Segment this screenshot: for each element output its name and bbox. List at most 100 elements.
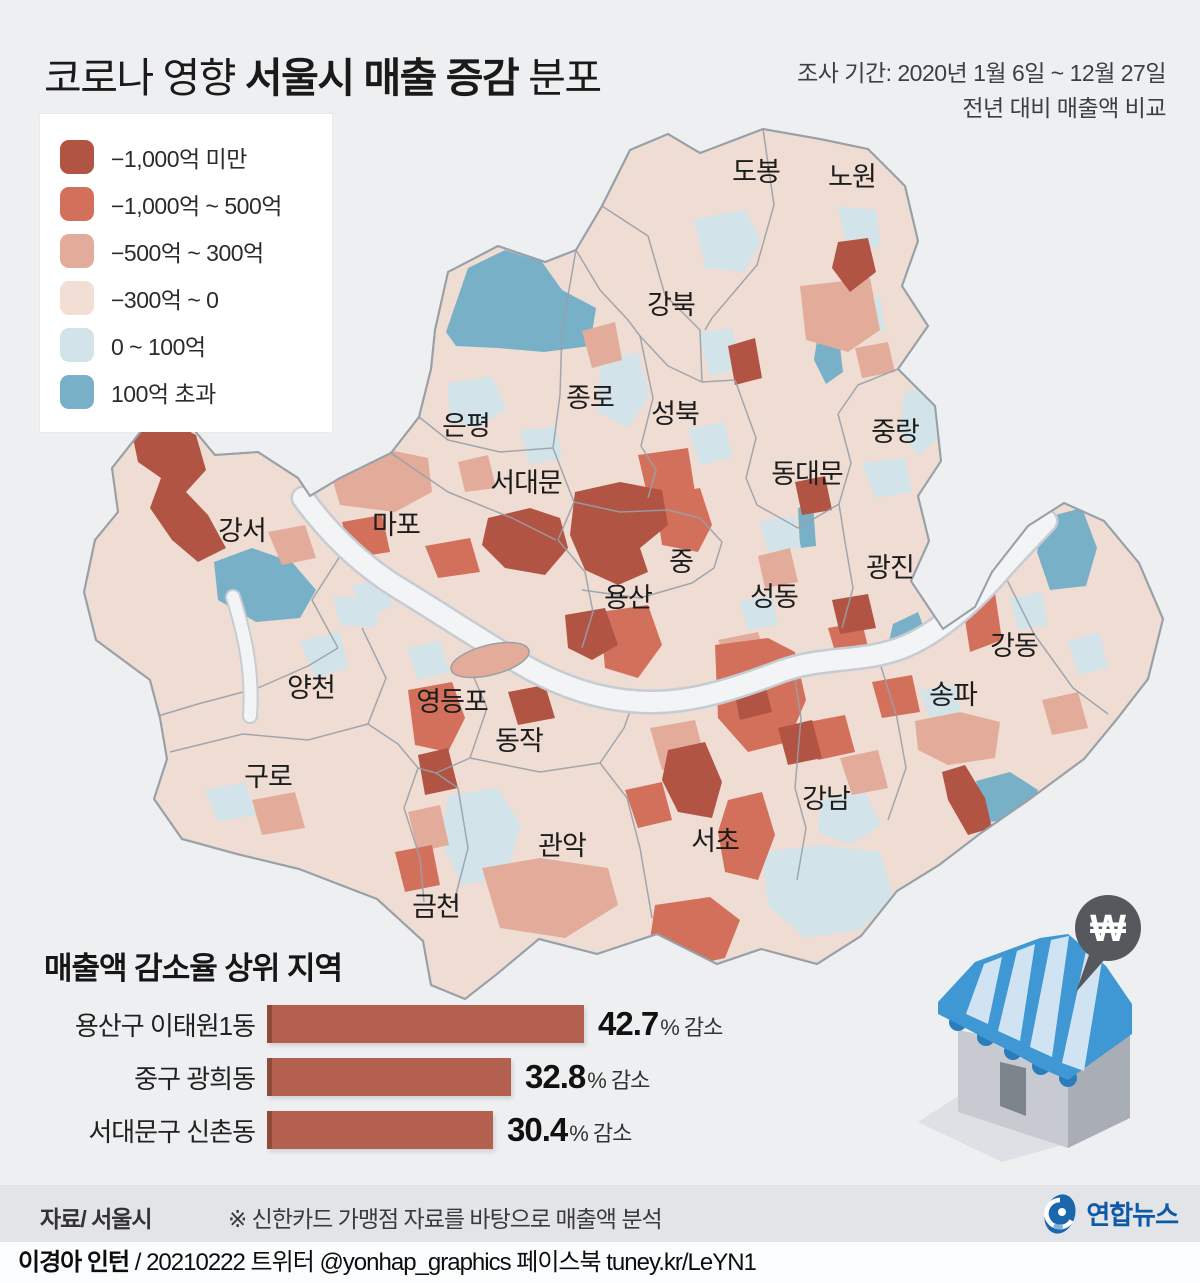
district-boundary-line: [417, 757, 471, 774]
map-patch: [598, 352, 649, 428]
map-patch: [795, 476, 832, 515]
credit-line: 이경아 인턴 / 20210222 트위터 @yonhap_graphics 페…: [18, 1242, 757, 1283]
credit-rest: / 20210222 트위터 @yonhap_graphics 페이스북 tun…: [129, 1249, 757, 1276]
district-boundary-line: [704, 129, 775, 331]
title-suffix: 분포: [518, 55, 602, 101]
legend-item: −1,000억 ~ 500억: [60, 180, 312, 227]
legend-item: 100억 초과: [60, 368, 312, 415]
survey-period-line2: 전년 대비 매출액 비교: [962, 95, 1166, 121]
map-patch: [838, 206, 881, 252]
district-boundary-line: [575, 249, 641, 337]
map-patch: [342, 515, 390, 558]
district-label: 영등포: [416, 687, 488, 717]
legend-swatch-1: [60, 186, 94, 221]
map-patch: [600, 605, 662, 678]
yonhap-logo-icon: [1044, 1194, 1076, 1234]
legend-label: −300억 ~ 0: [111, 286, 219, 313]
district-label: 강동: [990, 631, 1038, 661]
map-patch: [688, 422, 732, 465]
map-patch: [855, 342, 895, 378]
legend-item: −500억 ~ 300억: [60, 227, 312, 274]
store-door: [1000, 1062, 1026, 1116]
legend-label: −1,000억 미만: [111, 145, 247, 172]
map-patch: [848, 296, 885, 336]
district-label: 마포: [372, 510, 420, 540]
district-boundary-line: [1005, 577, 1109, 715]
legend-swatch-5: [60, 374, 94, 409]
map-patch: [565, 608, 618, 660]
legend-label: 100억 초과: [111, 380, 216, 407]
map-patch: [425, 538, 480, 578]
district-boundary-line: [599, 762, 653, 919]
won-speech-bubble-icon: ₩: [1075, 895, 1141, 992]
map-patch: [762, 845, 893, 938]
map-patch: [440, 788, 521, 885]
ranking-row-label: 서대문구 신촌동: [88, 1116, 256, 1147]
map-patch: [625, 782, 672, 828]
map-patch: [132, 420, 226, 562]
map-patch: [395, 845, 440, 892]
district-boundary-line: [367, 723, 425, 903]
map-patch: [862, 458, 912, 498]
survey-period-line1: 조사 기간: 2020년 1월 6일 ~ 12월 27일: [797, 60, 1166, 86]
yonhap-logo: 연합뉴스: [1040, 1191, 1179, 1236]
map-patch: [872, 675, 920, 718]
won-symbol: ₩: [1090, 908, 1126, 950]
district-boundary-line: [838, 503, 846, 543]
ranking-bar: [267, 1058, 511, 1096]
map-patch: [252, 792, 305, 835]
page-title: 코로나 영향 서울시 매출 증감 분포: [44, 44, 602, 104]
district-boundary-line: [557, 539, 594, 649]
ranking-value-unit: % 감소: [569, 1121, 632, 1146]
han-river-edge: [290, 485, 1059, 715]
map-patch: [718, 632, 768, 668]
credit-strip: 이경아 인턴 / 20210222 트위터 @yonhap_graphics 페…: [0, 1242, 1200, 1283]
district-label: 강북: [647, 290, 695, 320]
ranking-value: 30.4% 감소: [507, 1111, 632, 1149]
district-boundary-line: [581, 567, 715, 599]
map-patch: [508, 685, 555, 725]
credit-author: 이경아 인턴: [18, 1249, 130, 1276]
district-label: 성동: [750, 582, 798, 612]
district-label: 금천: [412, 892, 460, 922]
ranking-row-label: 중구 광희동: [134, 1063, 256, 1094]
legend-swatch-2: [60, 233, 94, 268]
map-patch: [458, 455, 496, 492]
district-boundary-line: [469, 757, 601, 773]
legend-item: −300억 ~ 0: [60, 274, 312, 321]
map-patch: [778, 720, 822, 765]
district-label: 송파: [929, 680, 978, 710]
district-boundary-line: [599, 699, 635, 764]
map-patch: [582, 322, 622, 368]
map-patch: [732, 672, 772, 720]
ranking-bar: [267, 1005, 584, 1043]
district-boundary-line: [639, 335, 657, 499]
map-patch: [800, 278, 880, 352]
map-patch: [1068, 632, 1108, 675]
map-patch: [758, 548, 798, 588]
map-patch: [268, 525, 316, 565]
district-label: 양천: [287, 673, 335, 703]
legend-label: −1,000억 ~ 500억: [111, 192, 282, 219]
stream-edge: [225, 589, 259, 724]
district-boundary-line: [157, 647, 339, 717]
district-boundary-line: [311, 555, 341, 649]
district-label: 용산: [604, 583, 652, 613]
map-patch: [300, 632, 348, 678]
map-patch: [962, 593, 1002, 652]
map-patch: [352, 578, 392, 615]
map-patch: [1037, 508, 1097, 590]
map-patch: [900, 386, 946, 456]
district-label: 서초: [691, 826, 739, 856]
map-patch: [798, 504, 816, 548]
district-label: 동대문: [771, 459, 843, 489]
map-patch: [408, 805, 449, 852]
legend-swatch-3: [60, 280, 94, 315]
map-patch: [740, 595, 778, 630]
ranking-row: 용산구 이태원1동 42.7% 감소: [45, 1005, 723, 1043]
map-patch: [976, 772, 1038, 822]
map-patch: [520, 426, 562, 465]
han-river: [293, 488, 1056, 713]
source-strip: 자료/ 서울시 ※ 신한카드 가맹점 자료를 바탕으로 매출액 분석 연합뉴스: [0, 1185, 1200, 1242]
